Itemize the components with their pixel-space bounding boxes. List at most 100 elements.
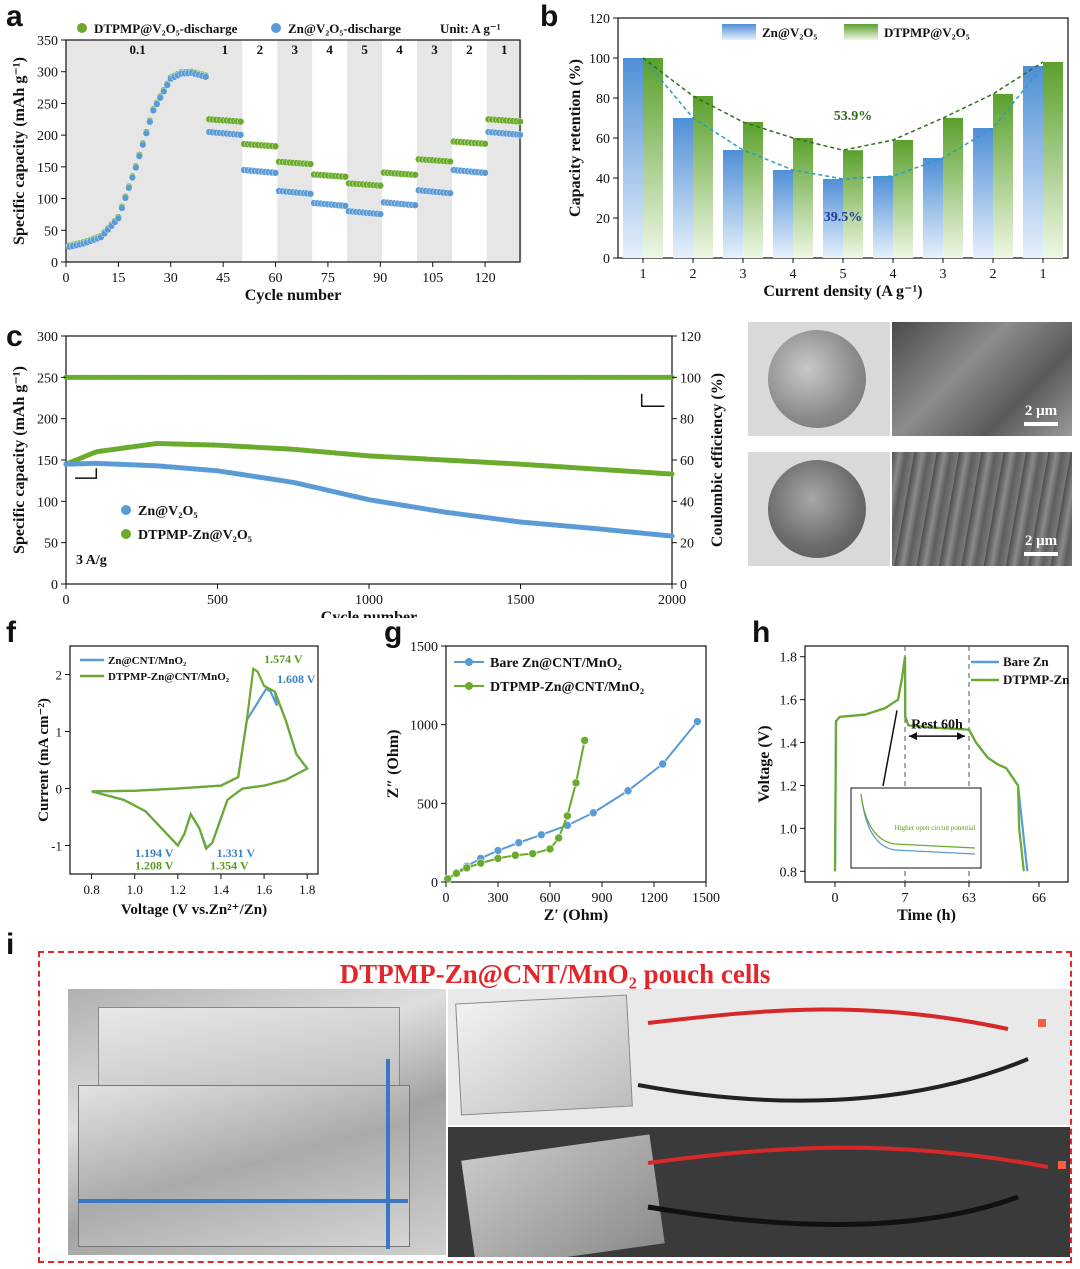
zn-point xyxy=(516,131,524,139)
pouch-cells-photo-top-right xyxy=(448,989,1070,1125)
zn-point xyxy=(376,210,384,218)
panel-e-electrode-photo xyxy=(748,452,890,566)
x-tick-label: 1000 xyxy=(355,593,383,608)
legend-dtpmp-marker xyxy=(77,23,87,33)
y-tick-label: 200 xyxy=(37,129,58,144)
bar-dtpmp xyxy=(843,150,863,258)
y-axis-label: Z″ (Ohm) xyxy=(385,730,402,799)
dtpmp-point xyxy=(376,182,384,190)
voltage-curve-dtpmp xyxy=(833,656,1025,872)
zn-point xyxy=(121,194,129,202)
x-tick-label: 4 xyxy=(890,267,897,282)
x-tick-label: 0 xyxy=(63,593,70,608)
panel-label-g: g xyxy=(384,616,403,649)
panel-label-b: b xyxy=(540,0,559,33)
x-tick-label: 1.0 xyxy=(127,882,143,897)
eis-zn-point xyxy=(537,830,546,840)
dtpmp-point xyxy=(516,117,524,126)
x-tick-label: 4 xyxy=(790,267,797,282)
panel-label-f: f xyxy=(6,616,16,649)
bar-zn xyxy=(973,128,993,258)
zn-point xyxy=(139,141,147,149)
trend-dtpmp xyxy=(642,57,1044,151)
x-tick-label: 1 xyxy=(640,267,647,282)
eis-zn-point xyxy=(658,759,667,769)
eis-dtpmp-point xyxy=(443,874,453,884)
legend-bare-label: Bare Zn xyxy=(1003,654,1049,669)
rest-arrowhead-left xyxy=(909,732,917,741)
x-tick-label: 1.4 xyxy=(213,882,230,897)
pouch-cells-photo-bottom-right xyxy=(448,1127,1070,1257)
legend-zn-marker xyxy=(121,505,131,515)
y-tick-label: 1500 xyxy=(410,640,438,655)
inset-curve-dtpmp xyxy=(860,793,976,849)
zn-point xyxy=(306,190,315,198)
y-axis-label: Current (mA cm⁻²) xyxy=(36,698,52,822)
y2-tick-label: 40 xyxy=(680,495,694,510)
zn-capacity-point xyxy=(669,533,675,539)
y2-tick-label: 120 xyxy=(680,330,701,345)
y-tick-label: 250 xyxy=(37,371,58,386)
y-tick-label: 1.4 xyxy=(780,737,798,752)
y-tick-label: 20 xyxy=(596,212,610,227)
peak-label-green: 1.208 V xyxy=(135,858,174,872)
x-tick-label: 0 xyxy=(63,271,70,286)
bar-dtpmp xyxy=(743,122,763,258)
legend-dtpmp-swatch xyxy=(844,24,878,40)
electrode-disc xyxy=(768,460,866,558)
rate-label: 3 xyxy=(291,42,298,57)
x-tick-label: 7 xyxy=(902,891,909,906)
y-tick-label: 100 xyxy=(37,495,58,510)
bar-dtpmp xyxy=(993,94,1013,258)
legend-zn-label: Zn@V₂O₅ xyxy=(138,504,198,519)
zn-point xyxy=(135,152,143,160)
eis-dtpmp-point xyxy=(554,833,563,843)
rate-label: 5 xyxy=(361,42,368,57)
bar-zn xyxy=(723,150,743,258)
x-axis-label: Current density (A g⁻¹) xyxy=(763,283,922,300)
x-tick-label: 300 xyxy=(488,891,509,906)
rate-label: 4 xyxy=(396,42,403,57)
eis-dtpmp-point xyxy=(571,778,581,788)
x-tick-label: 63 xyxy=(962,891,976,906)
x-axis-label: Cycle number xyxy=(321,609,417,618)
x-tick-label: 5 xyxy=(840,267,847,282)
zn-point xyxy=(202,73,210,81)
y-tick-label: 100 xyxy=(37,193,58,208)
y-tick-label: 500 xyxy=(417,797,438,812)
zn-point xyxy=(132,163,140,172)
y-tick-label: 0 xyxy=(51,256,58,271)
y-tick-label: 0 xyxy=(431,876,438,891)
x-tick-label: 75 xyxy=(321,271,335,286)
y-tick-label: 1.8 xyxy=(780,651,798,666)
y-axis-label: Specific capacity (mAh g⁻¹) xyxy=(11,366,28,554)
x-tick-label: 60 xyxy=(269,271,283,286)
bar-dtpmp xyxy=(693,96,713,258)
dtpmp-point xyxy=(446,157,454,166)
panel-label-c: c xyxy=(6,320,23,353)
eis-dtpmp-point xyxy=(580,736,589,745)
x-tick-label: 120 xyxy=(475,271,496,286)
x-tick-label: 1500 xyxy=(507,593,535,608)
eis-dtpmp-point xyxy=(452,869,461,878)
panel-label-h: h xyxy=(752,616,771,649)
y2-tick-label: 60 xyxy=(680,454,694,469)
right-axis-arrow xyxy=(640,393,665,408)
rate-label: 2 xyxy=(466,42,473,57)
zn-point xyxy=(146,118,154,126)
y-tick-label: 150 xyxy=(37,161,58,176)
eis-dtpmp-point xyxy=(528,849,537,858)
zn-point xyxy=(481,169,489,177)
zn-point xyxy=(114,214,122,222)
y-tick-label: 1.6 xyxy=(780,694,798,709)
plot-frame xyxy=(69,645,319,875)
x-tick-label: 3 xyxy=(740,267,747,282)
x-tick-label: 30 xyxy=(164,271,178,286)
zn-point xyxy=(163,81,171,89)
rate-band xyxy=(416,40,452,262)
rate-label: 2 xyxy=(257,42,264,57)
zn-point xyxy=(153,100,161,108)
y-tick-label: 200 xyxy=(37,413,58,428)
bar-zn xyxy=(673,118,693,258)
x-tick-label: 3 xyxy=(940,267,947,282)
